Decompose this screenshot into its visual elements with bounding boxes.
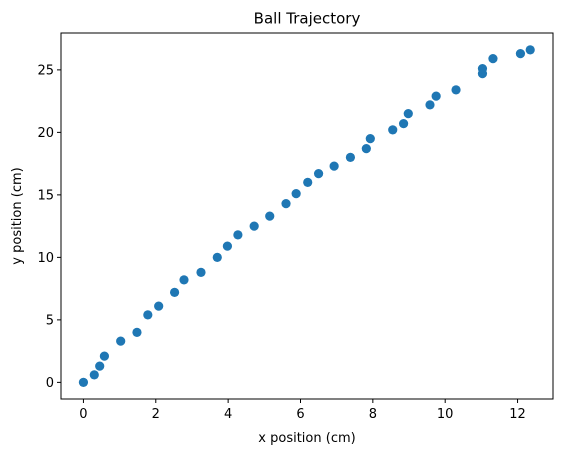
x-tick-label: 6 [296, 407, 304, 422]
x-tick-label: 2 [152, 407, 160, 422]
scatter-point [179, 275, 189, 285]
y-tick-label: 15 [37, 188, 54, 203]
y-tick-label: 10 [37, 251, 54, 266]
y-tick-label: 20 [37, 126, 54, 141]
scatter-point [212, 252, 222, 262]
scatter-point [233, 230, 243, 240]
scatter-point [345, 152, 356, 162]
scatter-point [222, 241, 233, 251]
scatter-point [154, 301, 164, 311]
scatter-point [116, 336, 126, 346]
scatter-point [361, 144, 371, 154]
scatter-point [313, 169, 324, 179]
x-tick-label: 8 [369, 407, 377, 422]
y-tick-label: 25 [37, 63, 54, 78]
scatter-point [488, 54, 498, 64]
plot-frame [60, 32, 554, 400]
scatter-point [525, 45, 535, 55]
scatter-point [143, 310, 153, 320]
scatter-point [403, 109, 413, 119]
x-tick-label: 12 [509, 407, 526, 422]
scatter-point [291, 189, 301, 199]
scatter-point [281, 199, 291, 209]
scatter-point [398, 119, 409, 129]
data-points [78, 45, 535, 387]
scatter-point [477, 64, 488, 74]
scatter-point [78, 377, 89, 387]
scatter-point [303, 177, 313, 187]
scatter-point [265, 211, 275, 221]
chart-title: Ball Trajectory [254, 10, 361, 28]
x-axis-label: x position (cm) [258, 431, 355, 446]
y-tick-label: 5 [46, 313, 54, 328]
axis-ticks: 0 2 4 6 8 10 12 0 5 10 15 20 25 [37, 63, 525, 422]
scatter-point [249, 221, 259, 231]
scatter-point [431, 91, 441, 101]
scatter-point [169, 287, 180, 297]
scatter-point [196, 267, 206, 277]
scatter-point [451, 85, 461, 95]
y-axis-label: y position (cm) [10, 167, 25, 264]
scatter-point [95, 361, 105, 371]
scatter-point [89, 370, 99, 380]
scatter-point [329, 161, 339, 171]
scatter-point [515, 49, 526, 59]
x-tick-label: 4 [224, 407, 232, 422]
x-tick-label: 0 [79, 407, 87, 422]
scatter-point [425, 100, 435, 110]
y-tick-label: 0 [46, 376, 54, 391]
x-tick-label: 10 [437, 407, 454, 422]
scatter-point [365, 134, 375, 144]
scatter-point [388, 125, 398, 135]
scatter-point [99, 351, 110, 361]
scatter-point [132, 327, 142, 337]
